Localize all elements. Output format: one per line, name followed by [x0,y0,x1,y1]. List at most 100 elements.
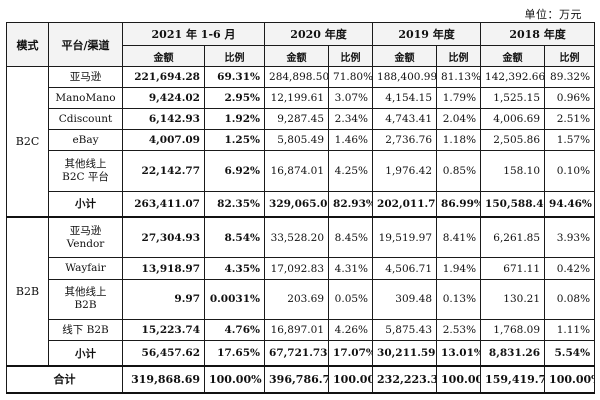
table-row: 线下 B2B 15,223.74 4.76% 16,897.01 4.26% 5… [7,319,596,342]
ratio-cell: 6.92% [203,150,266,193]
ratio-cell: 1.11% [544,319,596,342]
header-period-2020: 2020 年度 [264,22,374,46]
platform-cell: 其他线上 B2B [48,278,123,321]
amount-cell: 8,831.26 [480,340,546,367]
platform-cell: eBay [48,129,123,152]
header-period-2019: 2019 年度 [372,22,482,46]
amount-cell: 202,011.74 [372,191,438,218]
ratio-cell: 8.45% [328,215,374,259]
header-period-2018: 2018 年度 [480,22,596,46]
ratio-cell: 2.04% [436,108,482,131]
platform-cell: Wayfair [48,257,123,280]
ratio-cell: 0.05% [328,278,374,321]
amount-cell: 6,142.93 [122,108,205,131]
header-ratio: 比例 [544,45,596,67]
ratio-cell: 1.92% [203,108,266,131]
header-ratio: 比例 [328,45,374,67]
table-row: Cdiscount 6,142.93 1.92% 9,287.45 2.34% … [7,108,596,131]
ratio-cell: 69.31% [203,65,266,89]
ratio-cell: 100.00% [544,364,596,395]
platform-cell: ManoMano [48,87,123,110]
amount-cell: 9,424.02 [122,87,205,110]
table-row: Wayfair 13,918.97 4.35% 17,092.83 4.31% … [7,257,596,280]
header-amount: 金额 [122,45,205,67]
amount-cell: 12,199.61 [264,87,330,110]
subtotal-row-b2b: 小计 56,457.62 17.65% 67,721.73 17.07% 30,… [7,340,596,367]
table-row: 其他线上 B2C 平台 22,142.77 6.92% 16,874.01 4.… [7,150,596,193]
amount-cell: 319,868.69 [122,364,205,395]
amount-cell: 263,411.07 [122,191,205,218]
ratio-cell: 100.00% [203,364,266,395]
ratio-cell: 5.54% [544,340,596,367]
ratio-cell: 89.32% [544,65,596,89]
ratio-cell: 1.18% [436,129,482,152]
ratio-cell: 100.00% [328,364,374,395]
amount-cell: 232,223.33 [372,364,438,395]
amount-cell: 221,694.28 [122,65,205,89]
table-row: ManoMano 9,424.02 2.95% 12,199.61 3.07% … [7,87,596,110]
table-row: 其他线上 B2B 9.97 0.0031% 203.69 0.05% 309.4… [7,278,596,321]
ratio-cell: 0.13% [436,278,482,321]
amount-cell: 13,918.97 [122,257,205,280]
amount-cell: 329,065.06 [264,191,330,218]
subtotal-row-b2c: 小计 263,411.07 82.35% 329,065.06 82.93% 2… [7,191,596,218]
amount-cell: 1,525.15 [480,87,546,110]
mode-cell-b2b: B2B [6,215,49,367]
ratio-cell: 4.26% [328,319,374,342]
ratio-cell: 17.65% [203,340,266,367]
ratio-cell: 0.96% [544,87,596,110]
amount-cell: 27,304.93 [122,215,205,259]
ratio-cell: 82.93% [328,191,374,218]
ratio-cell: 17.07% [328,340,374,367]
header-amount: 金额 [264,45,330,67]
amount-cell: 142,392.66 [480,65,546,89]
platform-cell: 线下 B2B [48,319,123,342]
ratio-cell: 0.42% [544,257,596,280]
platform-cell: 亚马逊 [48,65,123,89]
ratio-cell: 4.25% [328,150,374,193]
ratio-cell: 0.0031% [203,278,266,321]
revenue-by-channel-table: 模式 平台/渠道 2021 年 1-6 月 2020 年度 2019 年度 20… [6,22,596,395]
ratio-cell: 3.07% [328,87,374,110]
amount-cell: 158.10 [480,150,546,193]
amount-cell: 5,875.43 [372,319,438,342]
amount-cell: 4,506.71 [372,257,438,280]
ratio-cell: 8.54% [203,215,266,259]
ratio-cell: 1.79% [436,87,482,110]
header-period-2021h1: 2021 年 1-6 月 [121,22,266,46]
ratio-cell: 0.85% [436,150,482,193]
header-ratio: 比例 [436,45,482,67]
ratio-cell: 8.41% [436,215,482,259]
amount-cell: 284,898.50 [264,65,330,89]
header-channel: 平台/渠道 [48,22,123,67]
ratio-cell: 2.95% [203,87,266,110]
amount-cell: 309.48 [372,278,438,321]
amount-cell: 2,505.86 [480,129,546,152]
amount-cell: 16,874.01 [264,150,330,193]
amount-cell: 130.21 [480,278,546,321]
amount-cell: 30,211.59 [372,340,438,367]
ratio-cell: 4.31% [328,257,374,280]
mode-cell-b2c: B2C [6,65,49,218]
table-row: B2B 亚马逊 Vendor 27,304.93 8.54% 33,528.20… [6,215,596,367]
ratio-cell: 4.76% [203,319,266,342]
ratio-cell: 3.93% [544,215,596,259]
header-amount: 金额 [480,45,546,67]
header-mode: 模式 [6,22,49,67]
ratio-cell: 71.80% [328,65,374,89]
table-row: B2C 亚马逊 221,694.28 69.31% 284,898.50 71.… [6,65,596,218]
ratio-cell: 0.08% [544,278,596,321]
amount-cell: 6,261.85 [480,215,546,259]
amount-cell: 4,007.09 [122,129,205,152]
amount-cell: 671.11 [480,257,546,280]
amount-cell: 150,588.46 [480,191,546,218]
amount-cell: 4,006.69 [480,108,546,131]
subtotal-label: 小计 [48,191,123,218]
ratio-cell: 0.10% [544,150,596,193]
table-row: eBay 4,007.09 1.25% 5,805.49 1.46% 2,736… [7,129,596,152]
amount-cell: 19,519.97 [372,215,438,259]
amount-cell: 5,805.49 [264,129,330,152]
amount-cell: 9.97 [122,278,205,321]
amount-cell: 1,976.42 [372,150,438,193]
